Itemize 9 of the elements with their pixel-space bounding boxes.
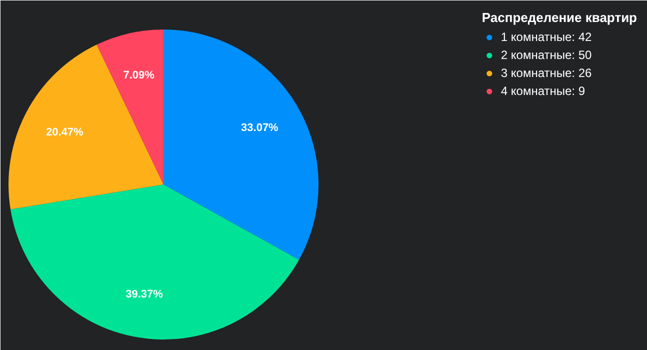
data-label: 20.47% [46, 126, 84, 139]
legend-label: 1 комнатные: 42 [500, 30, 592, 44]
data-label: 33.07% [241, 122, 279, 134]
data-label: 7.09% [123, 70, 155, 82]
legend-title: Распределение квартир [482, 10, 637, 25]
legend-label: 4 комнатные: 9 [500, 84, 586, 98]
data-label: 39.37% [126, 288, 164, 300]
legend-label: 3 комнатные: 26 [500, 66, 592, 80]
legend-label: 2 комнатные: 50 [500, 48, 592, 62]
